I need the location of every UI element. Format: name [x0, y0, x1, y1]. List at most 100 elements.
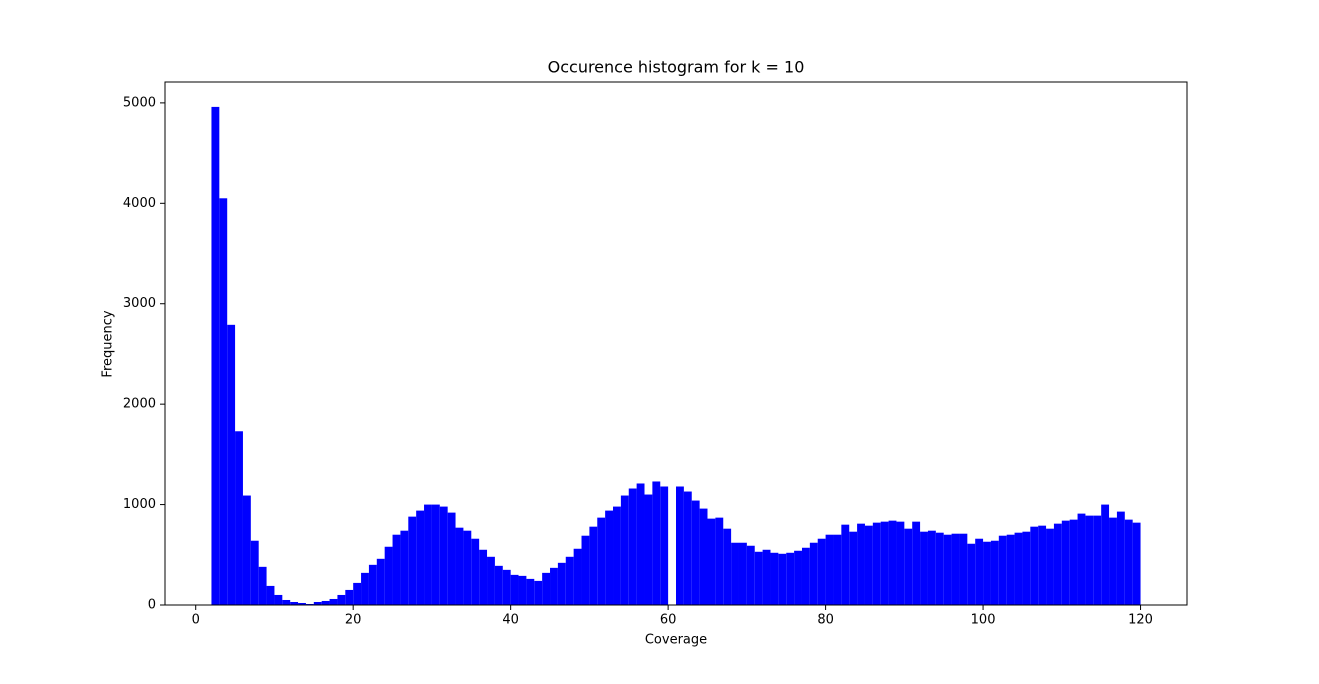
- bar: [526, 578, 535, 605]
- bar: [329, 598, 338, 605]
- bar: [872, 522, 881, 605]
- bar: [487, 556, 495, 605]
- bar: [1069, 519, 1078, 605]
- bar: [400, 530, 409, 605]
- bar: [825, 534, 834, 605]
- bar: [1077, 513, 1086, 605]
- bar: [770, 552, 779, 605]
- bar: [266, 585, 275, 605]
- bar: [471, 538, 480, 605]
- bar: [676, 486, 684, 605]
- bar: [463, 530, 472, 605]
- bar: [849, 531, 858, 605]
- y-tick-label: 4000: [123, 196, 156, 211]
- bar: [384, 546, 393, 605]
- bar: [479, 549, 488, 605]
- bar: [376, 558, 385, 605]
- bar: [305, 603, 314, 605]
- bar: [762, 549, 771, 605]
- bar: [510, 574, 519, 605]
- bar: [1022, 531, 1031, 605]
- bar: [683, 491, 692, 605]
- y-axis-label: Frequency: [101, 310, 116, 377]
- bar: [550, 567, 558, 605]
- bar: [235, 431, 243, 605]
- y-tick-label: 3000: [123, 296, 156, 311]
- bar: [250, 540, 259, 605]
- bar: [943, 534, 952, 605]
- bar: [975, 538, 984, 605]
- bar: [857, 523, 865, 605]
- bar: [298, 602, 306, 605]
- bar: [502, 569, 511, 605]
- bar: [392, 534, 401, 605]
- bar: [557, 562, 566, 605]
- bar: [313, 601, 322, 605]
- bar: [731, 542, 739, 605]
- x-tick-label: 120: [1128, 613, 1153, 628]
- bar: [967, 543, 976, 605]
- bar: [636, 483, 645, 605]
- bar: [337, 594, 346, 605]
- bar: [605, 510, 614, 605]
- bar: [274, 594, 283, 605]
- bar: [1101, 504, 1110, 605]
- bar: [1061, 520, 1070, 605]
- bar: [888, 520, 897, 605]
- bar: [778, 553, 787, 605]
- bar: [565, 556, 574, 605]
- y-tick-label: 0: [148, 598, 156, 613]
- bar: [809, 542, 818, 605]
- bar: [912, 521, 921, 605]
- bar: [817, 538, 826, 605]
- x-tick-label: 40: [502, 613, 519, 628]
- bar: [715, 517, 724, 605]
- bar: [353, 582, 362, 605]
- bar: [841, 524, 850, 605]
- bar: [896, 521, 905, 605]
- bar: [589, 526, 598, 605]
- bar: [1006, 534, 1015, 605]
- x-tick-label: 20: [345, 613, 362, 628]
- bar: [573, 548, 582, 605]
- bar: [754, 551, 763, 605]
- y-tick-label: 2000: [123, 397, 156, 412]
- bar: [227, 324, 236, 605]
- bar: [723, 528, 732, 605]
- bar: [597, 517, 606, 605]
- bar: [951, 533, 960, 605]
- y-tick-label: 5000: [123, 95, 156, 110]
- bar: [699, 508, 708, 605]
- x-tick-label: 60: [660, 613, 677, 628]
- bar: [494, 565, 503, 605]
- bar: [1124, 519, 1133, 605]
- bar: [258, 566, 267, 605]
- bar: [920, 531, 928, 605]
- bar: [368, 564, 377, 605]
- bar: [242, 495, 251, 605]
- bar: [290, 601, 299, 605]
- bar: [746, 545, 755, 605]
- bar: [581, 535, 590, 605]
- bar: [738, 542, 747, 605]
- bar: [660, 486, 669, 605]
- bar: [1132, 522, 1141, 605]
- bar: [983, 541, 991, 605]
- bar: [880, 521, 889, 605]
- bar: [455, 527, 464, 605]
- bar: [707, 518, 716, 605]
- bar: [447, 512, 456, 605]
- bar: [321, 600, 330, 605]
- bar: [1093, 515, 1102, 605]
- bar: [1046, 528, 1054, 605]
- bar: [833, 534, 842, 605]
- bar: [794, 550, 802, 605]
- bar: [1038, 525, 1047, 605]
- bar: [935, 532, 944, 605]
- bar: [786, 552, 795, 605]
- bar: [1014, 532, 1023, 605]
- bar: [431, 504, 440, 605]
- bar: [628, 488, 637, 605]
- bar: [1053, 523, 1062, 605]
